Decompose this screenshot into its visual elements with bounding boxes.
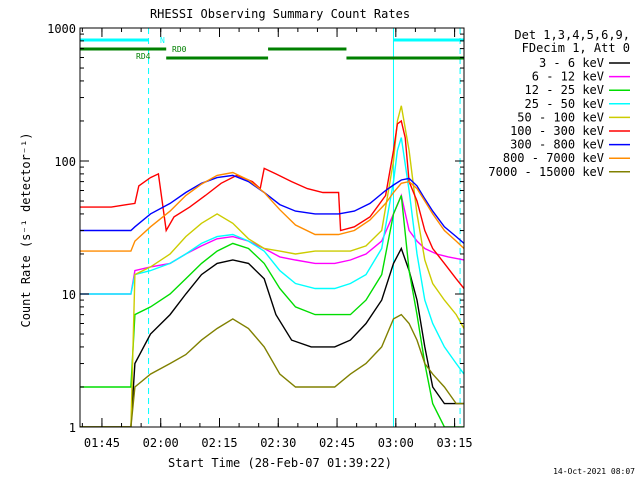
legend-label-3: 25 - 50 keV	[525, 97, 604, 111]
y-tick-label: 100	[54, 155, 76, 169]
generation-date: 14-Oct-2021 08:07	[553, 467, 635, 476]
chart-title: RHESSI Observing Summary Count Rates	[150, 7, 410, 21]
plot-frame	[79, 27, 465, 428]
series-line-1	[80, 193, 464, 295]
series-line-2	[80, 195, 464, 427]
series-line-6	[80, 174, 464, 244]
legend-label-2: 12 - 25 keV	[525, 83, 604, 97]
x-tick-label: 02:15	[201, 436, 237, 450]
legend-header-line-2: FDecim 1, Att 0	[522, 41, 630, 55]
plot-area: N RD0 RD4 1 10 100 1000 01:45 02:00 02:15 02:30 02:…	[47, 22, 473, 450]
legend-label-1: 6 - 12 keV	[532, 70, 604, 84]
y-axis-label: Count Rate (s⁻¹ detector⁻¹)	[19, 132, 33, 327]
x-tick-label: 03:15	[437, 436, 473, 450]
y-tick-label: 1	[69, 421, 76, 435]
legend-label-8: 7000 - 15000 keV	[488, 165, 604, 179]
legend-header-line-1: Det 1,3,4,5,6,9,	[514, 28, 630, 42]
state-bar-label-rd4: RD4	[136, 52, 151, 61]
series-line-3	[80, 137, 464, 375]
legend-label-6: 300 - 800 keV	[510, 138, 604, 152]
legend-label-0: 3 - 6 keV	[539, 56, 604, 70]
legend-label-5: 100 - 300 keV	[510, 124, 604, 138]
x-tick-label: 02:45	[319, 436, 355, 450]
series-line-0	[80, 246, 464, 427]
x-axis-label: Start Time (28-Feb-07 01:39:22)	[168, 456, 392, 470]
legend-label-7: 800 - 7000 keV	[503, 151, 604, 165]
series-line-4	[80, 105, 464, 427]
y-tick-label: 1000	[47, 22, 76, 36]
legend-label-4: 50 - 100 keV	[517, 110, 604, 124]
x-tick-label: 03:00	[378, 436, 414, 450]
series-group	[80, 105, 464, 427]
series-line-8	[80, 313, 464, 427]
state-bar-label-n: N	[160, 36, 165, 45]
x-tick-label: 01:45	[84, 436, 120, 450]
state-bar-label-rd0: RD0	[172, 45, 187, 54]
series-line-7	[80, 171, 464, 252]
x-tick-label: 02:00	[143, 436, 179, 450]
x-tick-label: 02:30	[260, 436, 296, 450]
legend: Det 1,3,4,5,6,9, FDecim 1, Att 0 3 - 6 k…	[488, 28, 630, 179]
y-tick-label: 10	[62, 288, 76, 302]
